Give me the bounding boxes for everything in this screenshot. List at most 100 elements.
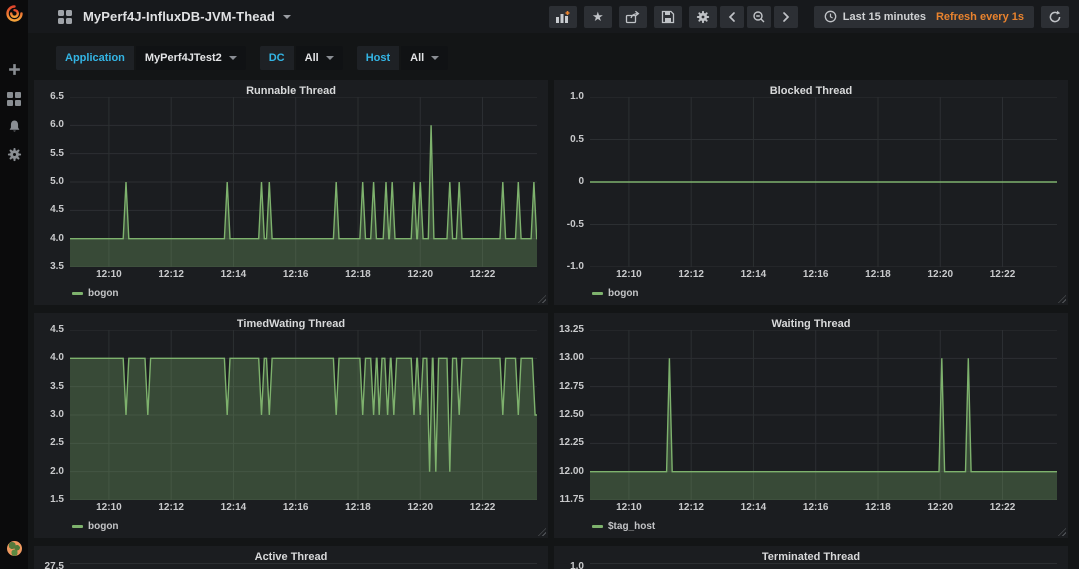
- legend: $tag_host: [554, 517, 1068, 535]
- x-tick-label: 12:20: [927, 269, 954, 280]
- star-button[interactable]: ★: [583, 5, 612, 28]
- dashboard-variables: Application MyPerf4JTest2 DC All Host Al…: [56, 46, 449, 70]
- panel-blocked-thread: Blocked Thread -1.0 -0.5 0 0.5 1.0 12:10 12:1…: [554, 80, 1068, 305]
- configuration-gear-icon[interactable]: [0, 147, 28, 162]
- legend: bogon: [554, 284, 1068, 302]
- chart-plot[interactable]: [70, 563, 537, 569]
- dashboards-grid-icon[interactable]: [0, 91, 28, 107]
- plus-icon[interactable]: [0, 62, 28, 77]
- x-tick-label: 12:14: [740, 269, 767, 280]
- add-panel-button[interactable]: [548, 5, 577, 28]
- legend-series-label[interactable]: bogon: [608, 287, 639, 299]
- alerting-bell-icon[interactable]: [0, 119, 28, 134]
- x-tick-label: 12:10: [96, 269, 122, 280]
- chart-plot[interactable]: [70, 96, 538, 268]
- panel-resize-handle[interactable]: [1058, 295, 1066, 303]
- x-tick-label: 12:10: [616, 269, 642, 280]
- panel-title[interactable]: Runnable Thread: [246, 85, 336, 97]
- y-tick-label: 6.0: [50, 119, 64, 131]
- x-tick-label: 12:22: [989, 502, 1016, 513]
- x-tick-label: 12:14: [220, 502, 247, 513]
- x-tick-label: 12:12: [678, 269, 704, 280]
- variable-host-value[interactable]: All: [401, 46, 449, 70]
- panel-title[interactable]: Blocked Thread: [769, 85, 853, 97]
- chevron-down-icon: [431, 56, 440, 60]
- legend-series-label[interactable]: $tag_host: [608, 520, 656, 532]
- x-tick-label: 12:18: [865, 269, 891, 280]
- x-axis: 12:10 12:12 12:14 12:16 12:18 12:20 12:22: [70, 501, 537, 517]
- chart-plot[interactable]: [70, 329, 537, 501]
- x-tick-label: 12:16: [282, 269, 309, 280]
- panel-title[interactable]: Active Thread: [254, 551, 328, 563]
- y-tick-label: 13.00: [558, 352, 584, 364]
- variable-application-value[interactable]: MyPerf4JTest2: [135, 46, 246, 70]
- variable-dc[interactable]: DC All: [259, 46, 343, 70]
- legend-series-dash: [72, 291, 83, 295]
- share-button[interactable]: [618, 5, 647, 28]
- zoom-out-button[interactable]: [746, 5, 771, 28]
- y-tick-label: 11.75: [559, 494, 584, 505]
- panel-active-thread: Active Thread 27.5: [34, 546, 548, 569]
- panel-title[interactable]: Terminated Thread: [761, 551, 861, 563]
- y-axis: -1.0 -0.5 0 0.5 1.0: [554, 91, 590, 272]
- dashboard-icon: [58, 9, 72, 24]
- y-tick-label: 27.5: [44, 561, 64, 569]
- variable-host[interactable]: Host All: [356, 46, 449, 70]
- y-tick-label: 6.5: [50, 91, 64, 102]
- panel-timedwating-thread: TimedWating Thread 1.5 2.0 2.5 3.0 3.5 4.0 4.5…: [34, 313, 548, 538]
- panel-title[interactable]: Waiting Thread: [771, 318, 851, 330]
- variable-dc-value[interactable]: All: [295, 46, 343, 70]
- x-axis: 12:10 12:12 12:14 12:16 12:18 12:20 12:22: [70, 268, 537, 284]
- chevron-down-icon: [228, 56, 237, 60]
- refresh-button[interactable]: [1041, 5, 1069, 28]
- panel-waiting-thread: Waiting Thread 11.75 12.00 12.25 12.50 12.75…: [554, 313, 1068, 538]
- x-tick-label: 12:22: [469, 502, 496, 513]
- save-icon: [661, 10, 674, 23]
- y-tick-label: 2.5: [50, 437, 64, 449]
- x-tick-label: 12:12: [678, 502, 704, 513]
- variable-application[interactable]: Application MyPerf4JTest2: [56, 46, 246, 70]
- time-back-button[interactable]: [719, 5, 744, 28]
- chart-plot[interactable]: [590, 563, 1057, 569]
- y-tick-label: 5.0: [50, 176, 64, 187]
- y-tick-label: 1.5: [50, 494, 64, 505]
- chart-plot[interactable]: [590, 329, 1057, 501]
- user-avatar[interactable]: [7, 541, 22, 556]
- panel-resize-handle[interactable]: [538, 528, 546, 536]
- time-range-label: Last 15 minutes: [842, 10, 926, 23]
- x-tick-label: 12:20: [407, 502, 434, 513]
- gear-icon: [696, 10, 709, 23]
- y-tick-label: -0.5: [566, 218, 584, 230]
- dashboard-title-button[interactable]: MyPerf4J-InfluxDB-JVM-Thead: [58, 9, 291, 24]
- x-tick-label: 12:10: [96, 502, 122, 513]
- panel-resize-handle[interactable]: [538, 295, 546, 303]
- legend-series-label[interactable]: bogon: [88, 287, 119, 299]
- y-tick-label: 13.25: [558, 324, 584, 335]
- time-picker-button[interactable]: Last 15 minutes Refresh every 1s: [813, 5, 1034, 28]
- refresh-icon: [1049, 10, 1061, 22]
- chart-plot[interactable]: [590, 96, 1057, 268]
- x-tick-label: 12:18: [345, 269, 371, 280]
- clock-icon: [824, 10, 837, 23]
- grafana-logo[interactable]: [0, 4, 28, 23]
- legend: bogon: [34, 517, 548, 535]
- y-tick-label: 3.5: [50, 380, 64, 392]
- chevron-right-icon: [782, 11, 789, 22]
- toolbar: ★: [542, 5, 1069, 28]
- y-tick-label: -1.0: [566, 261, 584, 272]
- y-tick-label: 0.5: [570, 133, 584, 145]
- x-tick-label: 12:10: [616, 502, 642, 513]
- panel-title[interactable]: TimedWating Thread: [236, 318, 346, 330]
- panel-resize-handle[interactable]: [1058, 528, 1066, 536]
- save-button[interactable]: [653, 5, 682, 28]
- y-tick-label: 4.0: [50, 232, 64, 244]
- x-tick-label: 12:16: [802, 502, 829, 513]
- time-forward-button[interactable]: [773, 5, 798, 28]
- x-tick-label: 12:14: [740, 502, 767, 513]
- legend-series-label[interactable]: bogon: [88, 520, 119, 532]
- panel-settings-button[interactable]: [688, 5, 717, 28]
- y-tick-label: 2.0: [50, 465, 64, 477]
- variable-application-current: MyPerf4JTest2: [144, 52, 222, 64]
- x-tick-label: 12:18: [345, 502, 371, 513]
- legend: bogon: [34, 284, 548, 302]
